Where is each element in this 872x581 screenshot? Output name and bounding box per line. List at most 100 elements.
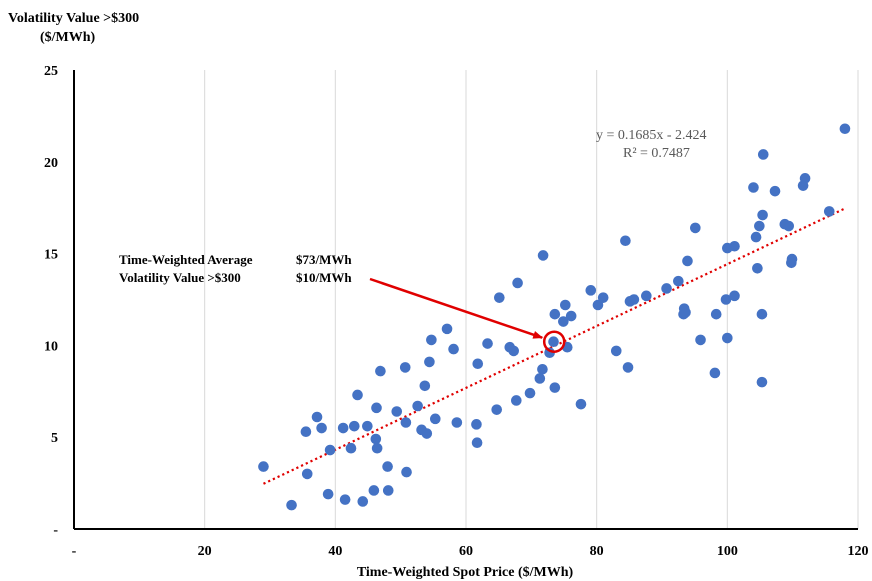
data-point-23	[399, 362, 411, 373]
data-point-63	[620, 235, 631, 247]
data-point-32	[429, 413, 441, 425]
y-tick-label-25: 25	[44, 64, 58, 79]
data-point-54	[558, 316, 569, 327]
data-point-22	[391, 406, 403, 417]
y-axis-title-line2: ($/MWh)	[40, 30, 96, 45]
data-point-12	[352, 389, 363, 401]
data-point-81	[729, 240, 740, 252]
data-point-36	[471, 419, 482, 430]
data-point-75	[695, 334, 706, 346]
data-point-64	[622, 362, 634, 373]
data-point-61	[597, 292, 609, 303]
data-point-11	[348, 420, 360, 432]
data-point-99	[839, 123, 851, 135]
annotation-volatility-value: $10/MWh	[296, 270, 352, 285]
data-point-82	[729, 290, 740, 302]
data-point-91	[769, 185, 781, 197]
data-point-34	[448, 343, 459, 355]
gridlines	[204, 70, 859, 529]
data-point-73	[682, 255, 693, 267]
data-point-51	[548, 336, 559, 348]
x-tick-label-120: 120	[848, 544, 869, 559]
data-point-83	[748, 182, 759, 193]
data-point-13	[357, 496, 369, 507]
data-point-1	[286, 499, 297, 511]
data-point-74	[690, 222, 701, 234]
data-point-67	[641, 290, 652, 302]
data-point-8	[337, 422, 349, 434]
data-point-37	[471, 437, 483, 449]
data-point-33	[441, 323, 453, 335]
annotation-average-value: $73/MWh	[296, 252, 352, 267]
data-point-40	[491, 404, 503, 415]
data-point-62	[610, 345, 622, 357]
data-point-46	[524, 387, 536, 399]
data-point-60	[592, 299, 604, 311]
annotation-group	[369, 277, 566, 353]
data-point-20	[382, 461, 393, 472]
data-point-18	[371, 442, 383, 454]
data-point-24	[400, 417, 412, 428]
data-point-52	[549, 382, 561, 393]
data-point-86	[754, 220, 765, 232]
data-point-28	[419, 380, 431, 392]
x-tick-label-80: 80	[590, 544, 604, 559]
data-point-49	[537, 250, 549, 261]
data-point-10	[345, 442, 357, 454]
data-point-72	[680, 307, 691, 318]
data-point-17	[371, 402, 382, 414]
data-point-85	[752, 262, 763, 274]
data-point-19	[375, 365, 386, 377]
data-point-9	[339, 494, 351, 505]
data-point-87	[756, 308, 768, 320]
data-point-5	[316, 422, 327, 434]
data-point-57	[565, 310, 577, 322]
data-point-97	[799, 173, 811, 184]
data-point-21	[382, 485, 394, 496]
data-point-39	[482, 338, 493, 349]
data-point-14	[362, 420, 373, 432]
data-point-26	[412, 400, 423, 412]
data-point-38	[472, 358, 484, 370]
x-tick-label-20: 20	[198, 544, 212, 559]
data-point-44	[511, 395, 522, 406]
annotation-average-label: Time-Weighted Average	[119, 252, 253, 267]
data-point-41	[494, 292, 505, 303]
data-point-80	[722, 332, 733, 344]
data-point-7	[324, 444, 336, 456]
data-point-84	[750, 231, 762, 243]
data-point-3	[301, 468, 313, 480]
data-point-16	[370, 433, 382, 445]
data-point-43	[508, 345, 519, 357]
annotation-arrow	[369, 277, 544, 339]
highlight-circle	[542, 330, 566, 353]
tick-labels: - 20 40 60 80 100 120 - 5 10 15 20 25	[44, 64, 869, 559]
data-point-68	[661, 283, 672, 294]
data-point-66	[628, 294, 640, 305]
data-point-77	[710, 308, 722, 320]
axes	[73, 70, 858, 530]
y-tick-label-20: 20	[44, 156, 58, 171]
data-point-48	[537, 363, 548, 375]
data-point-93	[783, 220, 795, 232]
x-tick-label-0: -	[72, 544, 77, 559]
data-point-31	[426, 334, 437, 346]
y-tick-label-0: -	[53, 523, 58, 538]
data-point-35	[451, 417, 463, 428]
x-tick-label-100: 100	[717, 544, 738, 559]
y-tick-label-5: 5	[51, 431, 58, 446]
data-point-78	[720, 294, 732, 305]
trendline-equation: y = 0.1685x - 2.424	[596, 128, 707, 143]
y-tick-label-10: 10	[44, 339, 58, 354]
x-axis-title: Time-Weighted Spot Price ($/MWh)	[357, 565, 574, 580]
trendline-group	[262, 207, 846, 485]
data-points	[258, 123, 851, 511]
x-tick-label-60: 60	[459, 544, 473, 559]
data-point-30	[424, 356, 435, 368]
data-point-25	[401, 466, 412, 478]
data-point-4	[311, 411, 323, 423]
trendline	[262, 207, 846, 485]
data-point-45	[512, 277, 523, 289]
data-point-6	[322, 488, 334, 500]
data-point-89	[757, 209, 768, 221]
